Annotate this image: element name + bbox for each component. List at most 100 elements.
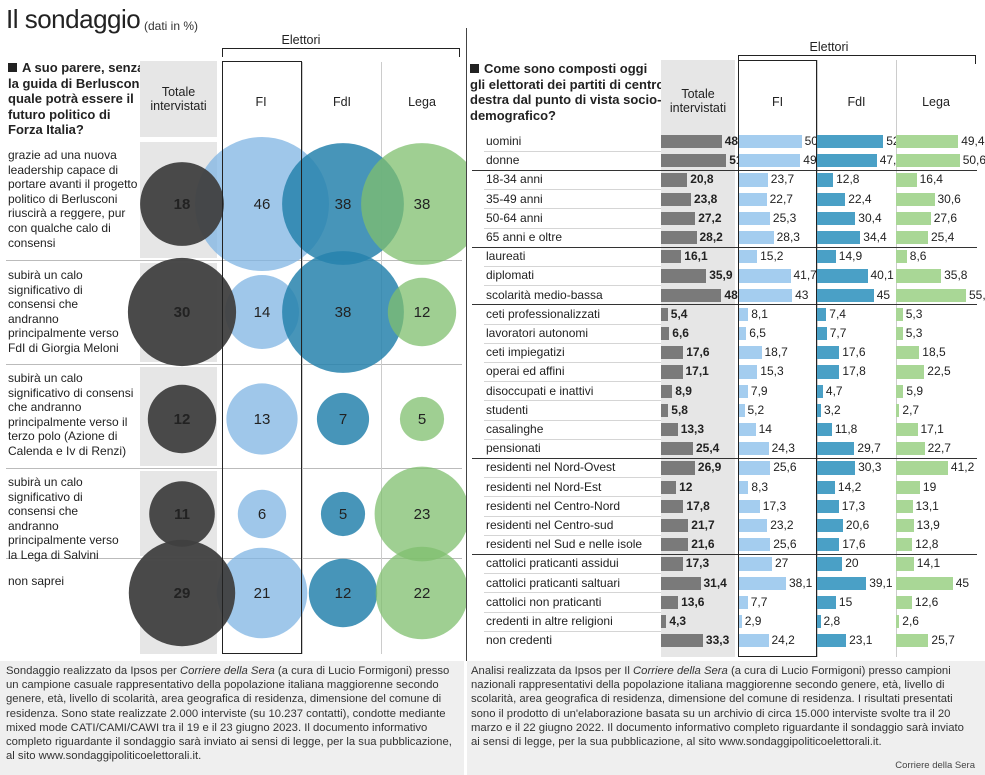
row-label: cattolici praticanti assidui xyxy=(486,556,619,571)
bar-lega xyxy=(896,615,900,629)
bar-fdi xyxy=(817,365,840,379)
value-total: 13,3 xyxy=(680,422,705,436)
row-label: 65 anni e oltre xyxy=(486,230,563,244)
row-label: disoccupati e inattivi xyxy=(486,383,594,398)
bar-lega xyxy=(896,365,925,379)
bar-total xyxy=(661,192,691,206)
right-col-lega: Lega xyxy=(922,95,950,109)
bar-lega xyxy=(896,384,904,398)
value-fi: 25,6 xyxy=(773,537,797,552)
value-total: 33,3 xyxy=(705,633,730,648)
row-separator xyxy=(484,227,661,229)
bar-fi xyxy=(738,461,771,475)
row-label: uomini xyxy=(486,134,522,148)
bubble-label-lega: 22 xyxy=(414,585,431,602)
value-lega: 35,8 xyxy=(944,268,968,283)
answer-label: grazie ad una nuova leadership capace di… xyxy=(8,148,138,250)
bubble-label-total: 29 xyxy=(174,585,191,602)
bar-lega xyxy=(896,327,903,341)
row-label: laureati xyxy=(486,249,526,264)
bar-lega xyxy=(896,307,903,321)
value-fdi: 45 xyxy=(876,287,891,302)
bubble-label-fi: 46 xyxy=(254,196,271,213)
left-col-lega: Lega xyxy=(408,95,436,109)
value-fdi: 34,4 xyxy=(863,230,887,244)
row-label: operai ed affini xyxy=(486,364,565,379)
bubble-label-fi: 21 xyxy=(254,585,271,602)
row-separator xyxy=(484,611,661,613)
square-bullet-icon xyxy=(8,63,17,72)
bar-fi xyxy=(738,384,748,398)
value-lega: 12,6 xyxy=(914,594,939,609)
right-electors-bracket xyxy=(738,55,976,64)
value-fi: 27 xyxy=(775,556,789,571)
row-separator xyxy=(484,592,661,594)
bar-fi xyxy=(738,250,758,264)
footer-divider xyxy=(464,661,467,775)
row-separator xyxy=(484,515,661,517)
bar-total xyxy=(661,173,688,187)
row-label: 18-34 anni xyxy=(486,172,543,187)
value-total: 5,8 xyxy=(671,402,688,417)
value-fi: 2,9 xyxy=(744,614,762,628)
bubble-label-fi: 6 xyxy=(258,506,266,523)
bar-fi xyxy=(738,615,742,629)
bubble-label-lega: 12 xyxy=(414,304,431,321)
bar-fi xyxy=(738,154,801,168)
bar-lega xyxy=(896,135,959,149)
bar-fi xyxy=(738,211,770,225)
bubble-total xyxy=(147,384,217,454)
value-total: 26,9 xyxy=(697,460,722,475)
row-separator xyxy=(484,323,661,325)
footer xyxy=(0,661,985,775)
bar-lega xyxy=(896,442,925,456)
column-separator xyxy=(302,62,303,654)
value-fdi: 17,6 xyxy=(842,537,866,552)
value-total: 23,8 xyxy=(694,191,718,206)
bar-lega xyxy=(896,499,913,513)
bar-total xyxy=(661,327,670,341)
value-lega: 30,6 xyxy=(937,191,961,206)
bar-fi xyxy=(738,365,758,379)
bubble-fi xyxy=(216,547,308,639)
bar-total xyxy=(661,576,701,590)
bubble-label-total: 11 xyxy=(174,506,190,523)
bar-total xyxy=(661,384,673,398)
bar-total xyxy=(661,135,722,149)
value-total: 48 xyxy=(724,287,738,302)
bubble-chart: 18 46 38 38 30 14 38 12 12 13 7 5 11 6 5 23 29 21 12 22 xyxy=(127,137,466,647)
bar-fdi xyxy=(817,250,836,264)
bar-fi xyxy=(738,403,745,417)
row-label: residenti nel Centro-Nord xyxy=(486,498,621,513)
row-separator xyxy=(484,477,661,479)
footer-note-left: Sondaggio realizzato da Ipsos per Corrie… xyxy=(6,665,452,763)
row-label: residenti nel Nord-Ovest xyxy=(486,460,616,475)
value-total: 27,2 xyxy=(698,210,722,225)
value-total: 17,6 xyxy=(686,345,710,360)
bar-total xyxy=(661,231,697,245)
value-total: 4,3 xyxy=(669,614,687,628)
bar-fdi xyxy=(817,403,821,417)
bar-lega xyxy=(896,423,918,437)
bubble-fdi xyxy=(308,558,378,628)
row-separator xyxy=(6,364,462,365)
bar-lega xyxy=(896,634,929,648)
value-fi: 18,7 xyxy=(764,345,788,360)
bar-fdi xyxy=(817,231,861,245)
bar-lega xyxy=(896,576,953,590)
bar-fdi xyxy=(817,595,836,609)
value-total: 17,8 xyxy=(686,498,710,513)
bar-fdi xyxy=(817,384,823,398)
value-fdi: 7,4 xyxy=(829,306,846,321)
bar-fdi xyxy=(817,442,855,456)
bar-fdi xyxy=(817,135,884,149)
value-lega: 22,5 xyxy=(927,364,951,379)
value-lega: 5,3 xyxy=(905,326,923,340)
bar-fdi xyxy=(817,423,832,437)
value-lega: 25,4 xyxy=(931,230,955,244)
value-fdi: 17,3 xyxy=(841,498,866,513)
answer-label: subirà un calo significativo di consensi… xyxy=(8,371,134,458)
bubble-fi xyxy=(226,383,298,455)
value-fi: 24,3 xyxy=(771,441,795,456)
answer-label: non saprei xyxy=(8,574,65,588)
